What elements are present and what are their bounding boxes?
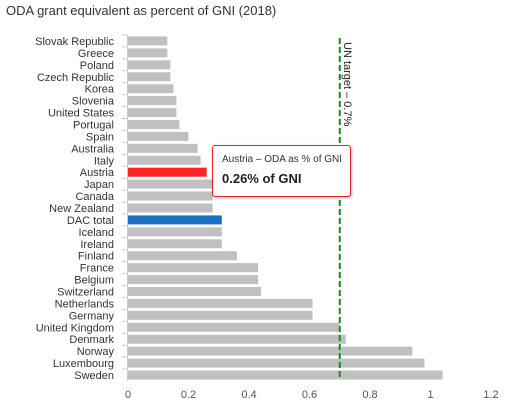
category-label-united-states: United States <box>48 108 115 120</box>
bar-austria[interactable] <box>128 167 207 177</box>
category-label-ireland: Ireland <box>80 239 114 251</box>
category-label-greece: Greece <box>78 48 114 60</box>
bar-italy[interactable] <box>128 155 201 165</box>
bar-japan[interactable] <box>128 179 213 189</box>
chart-title: ODA grant equivalent as percent of GNI (… <box>6 3 277 18</box>
bar-sweden[interactable] <box>128 370 443 380</box>
bar-slovak-republic[interactable] <box>128 36 168 46</box>
category-label-slovenia: Slovenia <box>72 96 115 108</box>
bar-slovenia[interactable] <box>128 96 177 106</box>
category-label-sweden: Sweden <box>74 370 114 382</box>
category-label-new-zealand: New Zealand <box>49 203 114 215</box>
bar-dac-total[interactable] <box>128 215 222 225</box>
x-tick-label: 0.8 <box>362 389 377 401</box>
category-label-switzerland: Switzerland <box>57 286 114 298</box>
bar-united-states[interactable] <box>128 108 177 118</box>
category-label-iceland: Iceland <box>79 227 114 239</box>
x-tick-label: 0 <box>125 389 131 401</box>
category-label-canada: Canada <box>75 191 114 203</box>
category-label-portugal: Portugal <box>73 119 114 131</box>
bar-united-kingdom[interactable] <box>128 322 340 332</box>
bar-norway[interactable] <box>128 346 413 356</box>
reference-line-layer: UN target – 0.7% <box>338 38 353 380</box>
tooltip-value: 0.26% of GNI <box>222 171 302 186</box>
bar-switzerland[interactable] <box>128 286 262 296</box>
x-axis-ticks: 0 0.2 0.4 0.6 0.8 1 1.2 <box>122 34 499 401</box>
bar-belgium[interactable] <box>128 275 259 285</box>
tooltip: Austria – ODA as % of GNI 0.26% of GNI <box>212 145 351 197</box>
category-label-norway: Norway <box>77 346 115 358</box>
category-label-poland: Poland <box>80 60 114 72</box>
category-label-australia: Australia <box>71 143 115 155</box>
bar-new-zealand[interactable] <box>128 203 213 213</box>
category-label-korea: Korea <box>85 84 115 96</box>
x-tick-label: 1 <box>427 389 433 401</box>
tooltip-header: Austria – ODA as % of GNI <box>222 154 343 165</box>
bars-layer <box>128 36 443 380</box>
un-target-label: UN target – 0.7% <box>341 42 353 127</box>
bar-spain[interactable] <box>128 131 189 141</box>
category-label-italy: Italy <box>94 155 115 167</box>
bar-czech-republic[interactable] <box>128 72 171 82</box>
category-label-denmark: Denmark <box>69 334 114 346</box>
category-label-slovak-republic: Slovak Republic <box>35 36 114 48</box>
category-label-belgium: Belgium <box>74 275 114 287</box>
category-label-luxembourg: Luxembourg <box>53 358 114 370</box>
bar-france[interactable] <box>128 263 259 273</box>
x-tick-label: 0.6 <box>302 389 317 401</box>
bar-canada[interactable] <box>128 191 213 201</box>
bar-korea[interactable] <box>128 84 174 94</box>
category-label-austria: Austria <box>80 167 115 179</box>
bar-netherlands[interactable] <box>128 298 313 308</box>
bar-australia[interactable] <box>128 143 198 153</box>
bar-denmark[interactable] <box>128 334 346 344</box>
category-label-netherlands: Netherlands <box>55 298 115 310</box>
category-label-japan: Japan <box>84 179 114 191</box>
bar-finland[interactable] <box>128 251 237 261</box>
bar-luxembourg[interactable] <box>128 358 425 368</box>
bar-greece[interactable] <box>128 48 168 58</box>
category-label-czech-republic: Czech Republic <box>37 72 115 84</box>
bar-portugal[interactable] <box>128 119 180 129</box>
bar-germany[interactable] <box>128 310 313 320</box>
category-label-dac-total: DAC total <box>67 215 114 227</box>
category-label-finland: Finland <box>78 251 114 263</box>
x-tick-label: 0.2 <box>181 389 196 401</box>
category-label-germany: Germany <box>69 310 115 322</box>
x-tick-label: 0.4 <box>241 389 256 401</box>
bar-ireland[interactable] <box>128 239 222 249</box>
category-label-spain: Spain <box>86 131 114 143</box>
x-tick-label: 1.2 <box>483 389 498 401</box>
category-label-united-kingdom: United Kingdom <box>36 322 114 334</box>
bar-poland[interactable] <box>128 60 171 70</box>
bar-iceland[interactable] <box>128 227 222 237</box>
category-label-france: France <box>80 263 114 275</box>
